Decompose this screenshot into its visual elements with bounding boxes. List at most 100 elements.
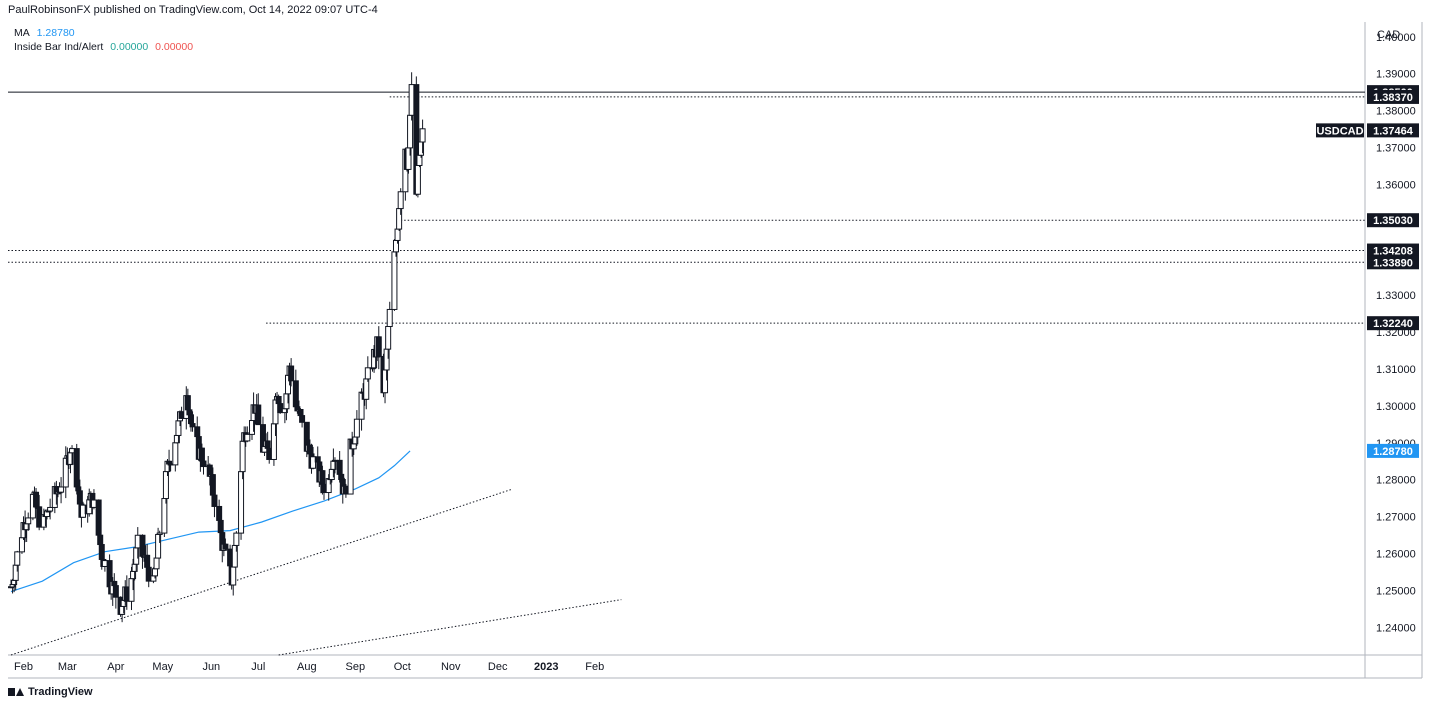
y-tick-label: 1.28000 (1376, 475, 1416, 487)
y-tick-label: 1.37000 (1376, 142, 1416, 154)
inside-bar-label: Inside Bar Ind/Alert (14, 41, 104, 53)
x-tick-label: Aug (297, 661, 317, 673)
candle-body (255, 404, 262, 426)
x-tick-label: Nov (441, 661, 461, 673)
price-tag-label: 1.33890 (1373, 257, 1413, 269)
candle-body (25, 517, 32, 525)
price-tag-label: 1.38370 (1373, 92, 1413, 104)
inside-bar-value-1: 0.00000 (110, 41, 149, 53)
candle-body (277, 403, 284, 414)
price-tag-label: 1.35030 (1373, 215, 1413, 227)
candle-body (233, 532, 240, 546)
candle-body (161, 498, 168, 534)
candle-body (391, 251, 398, 310)
candle-body (211, 494, 218, 507)
candle-body (397, 191, 404, 210)
trendline (10, 488, 512, 656)
tradingview-logo-text: TradingView (28, 686, 93, 698)
candle-body (222, 543, 229, 550)
candle-body (299, 415, 306, 423)
x-tick-label: Dec (488, 661, 508, 673)
x-tick-label: Jul (251, 661, 265, 673)
candle-body (239, 440, 246, 473)
x-tick-label: May (152, 661, 173, 673)
tradingview-footer: TradingView (8, 686, 93, 698)
candle-body (153, 557, 160, 570)
price-tag-label: 1.34208 (1373, 246, 1413, 258)
x-tick-label: Mar (58, 661, 77, 673)
price-tag-bg (1367, 255, 1419, 270)
candle-body (310, 456, 317, 469)
price-tag-label: 1.37464 (1373, 125, 1414, 137)
candle-body (95, 499, 102, 536)
price-tag-bg (1367, 316, 1419, 331)
candle-body (238, 471, 245, 534)
candle-body (230, 566, 237, 586)
candle-body (14, 551, 21, 566)
y-tick-label: 1.25000 (1376, 585, 1416, 597)
candle-body (414, 164, 421, 195)
y-tick-label: 1.33000 (1376, 290, 1416, 302)
candle-body (297, 409, 304, 417)
inside-bar-legend-row: Inside Bar Ind/Alert 0.00000 0.00000 (14, 40, 197, 54)
price-tag-label: 1.28780 (1373, 446, 1413, 458)
ma-label: MA (14, 27, 30, 39)
x-tick-label: Feb (585, 661, 604, 673)
candle-body (353, 418, 360, 438)
candle-body (350, 443, 357, 450)
price-tag-bg (1367, 243, 1419, 258)
y-tick-label: 1.24000 (1376, 622, 1416, 634)
x-tick-label: Oct (394, 661, 411, 673)
candle-body (364, 367, 371, 380)
candle-body (151, 568, 158, 577)
y-tick-label: 1.27000 (1376, 512, 1416, 524)
candle-body (76, 490, 83, 505)
y-tick-label: 1.39000 (1376, 69, 1416, 81)
candle-body (386, 308, 393, 327)
candle-body (385, 325, 392, 350)
x-tick-label: 2023 (534, 661, 558, 673)
candle-body (73, 448, 80, 488)
tradingview-logo-icon (8, 687, 24, 697)
y-tick-label: 1.38000 (1376, 106, 1416, 118)
y-tick-label: 1.26000 (1376, 548, 1416, 560)
price-tag-bg (1367, 213, 1419, 228)
price-tag-bg (1367, 123, 1419, 138)
candle-body (244, 433, 251, 442)
ma-legend-row: MA 1.28780 (14, 26, 197, 40)
publisher-header: PaulRobinsonFX published on TradingView.… (8, 4, 378, 16)
y-tick-label: 1.36000 (1376, 179, 1416, 191)
candle-body (288, 365, 295, 382)
candle-body (200, 460, 207, 468)
moving-average-line (10, 450, 411, 593)
candle-body (47, 506, 54, 512)
y-tick-label: 1.40000 (1376, 32, 1416, 44)
price-tag-bg (1316, 123, 1364, 138)
candle-body (145, 566, 152, 582)
trendline (278, 599, 622, 656)
candle-body (172, 442, 179, 466)
price-tag-bg (1367, 89, 1419, 104)
candle-body (58, 486, 65, 493)
x-tick-label: Feb (14, 661, 33, 673)
candle-body (189, 423, 196, 428)
candle-body (98, 544, 105, 560)
y-tick-label: 1.30000 (1376, 401, 1416, 413)
candle-body (419, 128, 426, 143)
price-tag-bg (1367, 443, 1419, 458)
x-tick-label: Sep (346, 661, 366, 673)
candle-body (375, 336, 382, 357)
currency-label: CAD (1377, 29, 1400, 41)
ma-value: 1.28780 (36, 27, 75, 39)
candle-body (363, 378, 370, 400)
price-tag-label: USDCAD (1316, 125, 1363, 137)
x-tick-label: Jun (202, 661, 220, 673)
candles-group (8, 72, 426, 623)
y-tick-label: 1.31000 (1376, 364, 1416, 376)
inside-bar-value-2: 0.00000 (155, 41, 194, 53)
x-tick-label: Apr (107, 661, 124, 673)
candle-body (338, 473, 345, 481)
candle-body (112, 585, 119, 598)
candle-body (156, 532, 163, 535)
